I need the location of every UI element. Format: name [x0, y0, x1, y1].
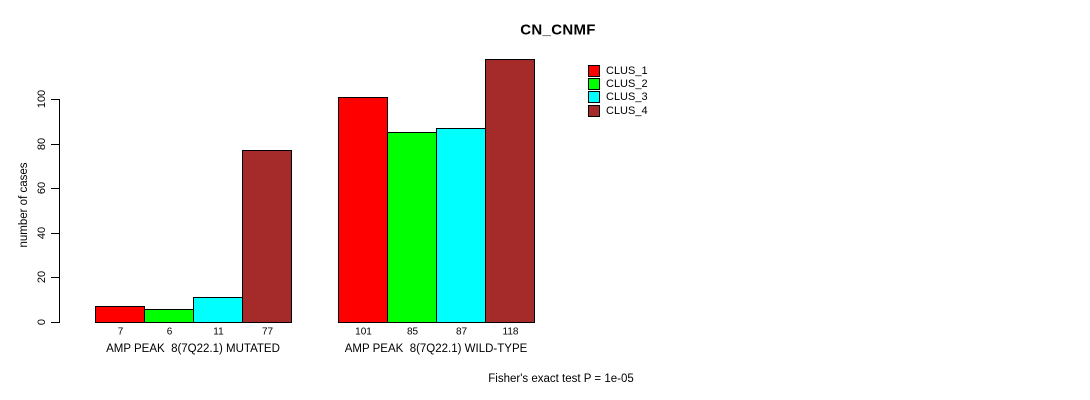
bar-clus_3	[436, 128, 486, 323]
legend-swatch-icon	[588, 105, 600, 117]
bar-clus_2	[144, 309, 194, 323]
x-axis-group-label: AMP PEAK 8(7Q22.1) MUTATED	[106, 343, 280, 355]
y-axis-tick-label: 60	[36, 181, 48, 195]
legend-swatch-icon	[588, 65, 600, 77]
bar-value-label: 85	[406, 326, 419, 338]
y-axis-tick	[51, 233, 59, 234]
legend-item-clus_4: CLUS_4	[588, 105, 648, 117]
bar-clus_4	[242, 150, 292, 323]
y-axis-tick	[51, 322, 59, 323]
legend-label: CLUS_2	[606, 78, 648, 90]
legend-item-clus_1: CLUS_1	[588, 65, 648, 77]
legend-swatch-icon	[588, 78, 600, 90]
y-axis-tick	[51, 99, 59, 100]
y-axis-tick-label: 20	[36, 270, 48, 284]
y-axis-tick-label: 40	[36, 226, 48, 240]
legend-item-clus_3: CLUS_3	[588, 91, 648, 103]
bar-value-label: 87	[455, 326, 468, 338]
x-axis-group-label: AMP PEAK 8(7Q22.1) WILD-TYPE	[344, 343, 528, 355]
legend-swatch-icon	[588, 91, 600, 103]
y-axis-tick	[51, 277, 59, 278]
y-axis-line	[59, 99, 60, 323]
legend-label: CLUS_4	[606, 105, 648, 117]
bar-value-label: 118	[502, 326, 519, 338]
y-axis-tick-label: 80	[36, 137, 48, 151]
chart-title: CN_CNMF	[520, 21, 596, 39]
bar-value-label: 101	[355, 326, 372, 338]
y-axis-tick	[51, 188, 59, 189]
bar-clus_1	[338, 97, 388, 323]
y-axis-tick-label: 0	[36, 318, 48, 326]
caption: Fisher's exact test P = 1e-05	[488, 373, 634, 385]
bar-value-label: 77	[261, 326, 274, 338]
bar-value-label: 7	[117, 326, 124, 338]
bar-value-label: 11	[213, 326, 224, 338]
legend-label: CLUS_3	[606, 91, 648, 103]
legend-item-clus_2: CLUS_2	[588, 78, 648, 90]
bar-clus_1	[95, 306, 145, 323]
y-axis-tick-label: 100	[36, 89, 48, 109]
legend-label: CLUS_1	[606, 65, 648, 77]
bar-clus_4	[485, 59, 535, 323]
bar-value-label: 6	[166, 326, 173, 338]
bar-clus_3	[193, 297, 243, 323]
bar-clus_2	[387, 132, 437, 323]
y-axis-tick	[51, 144, 59, 145]
